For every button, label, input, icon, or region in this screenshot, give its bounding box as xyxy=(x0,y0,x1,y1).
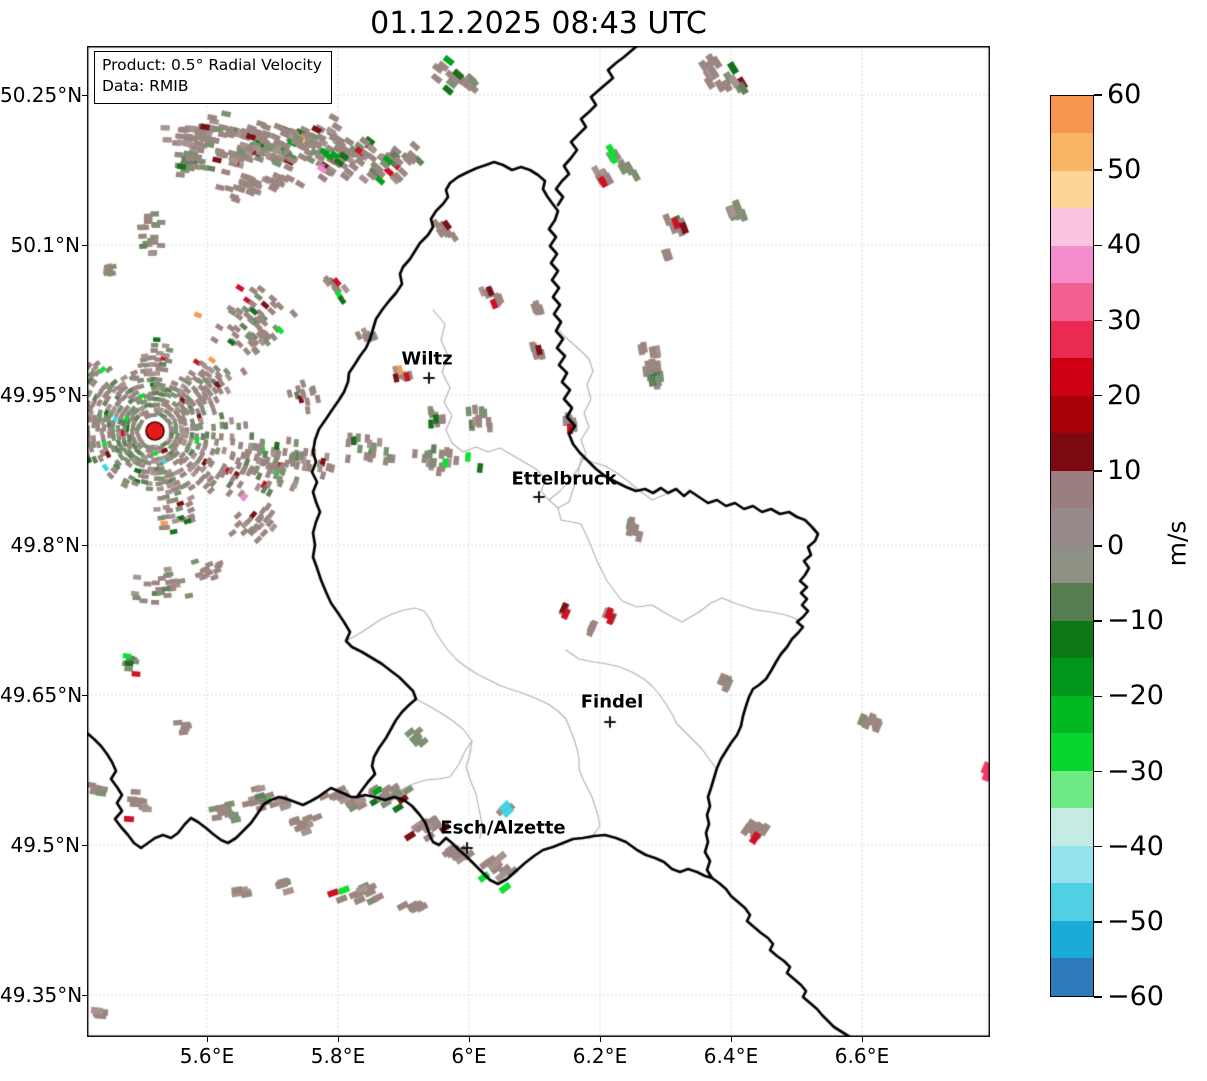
colorbar-tick-mark xyxy=(1094,94,1102,96)
lon-tick-mark xyxy=(468,1037,470,1042)
colorbar-band xyxy=(1051,133,1093,171)
lat-tick-mark xyxy=(82,244,87,246)
lon-tick-label: 6.4°E xyxy=(703,1044,759,1068)
lon-tick-mark xyxy=(599,1037,601,1042)
city-label-esch-alzette: Esch/Alzette xyxy=(440,817,566,839)
lat-tick-mark xyxy=(82,844,87,846)
colorbar-tick-mark xyxy=(1094,319,1102,322)
colorbar-tick-label: −50 xyxy=(1107,905,1164,937)
velocity-colorbar xyxy=(1050,95,1094,997)
colorbar-band xyxy=(1051,395,1093,434)
colorbar-band xyxy=(1051,358,1093,396)
colorbar-tick-label: −40 xyxy=(1107,830,1164,862)
lat-tick-label: 50.1°N xyxy=(10,233,81,257)
lon-tick-label: 5.8°E xyxy=(310,1044,366,1068)
colorbar-tick-label: −30 xyxy=(1107,755,1164,787)
colorbar-band xyxy=(1051,320,1093,359)
lat-tick-label: 49.35°N xyxy=(0,983,83,1007)
colorbar-band xyxy=(1051,733,1093,771)
colorbar-tick-label: 50 xyxy=(1107,154,1142,186)
lat-tick-label: 49.5°N xyxy=(10,833,81,857)
page-title: 01.12.2025 08:43 UTC xyxy=(370,6,707,41)
colorbar-tick-label: −20 xyxy=(1107,680,1164,712)
colorbar-band xyxy=(1051,245,1093,284)
city-label-findel: Findel xyxy=(580,691,644,713)
colorbar-tick-label: 60 xyxy=(1107,79,1142,110)
colorbar-tick-mark xyxy=(1094,845,1102,848)
colorbar-band xyxy=(1051,658,1093,696)
colorbar-band xyxy=(1051,508,1093,546)
colorbar-tick-label: 40 xyxy=(1107,229,1142,261)
colorbar-band xyxy=(1051,695,1093,734)
lon-tick-label: 6.6°E xyxy=(834,1044,890,1068)
lon-tick-mark xyxy=(206,1037,208,1042)
colorbar-tick-label: −60 xyxy=(1107,981,1164,1012)
colorbar-band xyxy=(1051,283,1093,321)
colorbar-tick-mark xyxy=(1094,770,1102,773)
colorbar-band xyxy=(1051,808,1093,846)
lat-tick-mark xyxy=(82,94,87,96)
colorbar-tick-mark xyxy=(1094,695,1102,698)
lat-tick-mark xyxy=(82,544,87,546)
lon-tick-mark xyxy=(730,1037,732,1042)
colorbar-band xyxy=(1051,96,1093,134)
colorbar-unit-label: m/s xyxy=(1162,520,1192,567)
lat-tick-mark xyxy=(82,394,87,396)
colorbar-band xyxy=(1051,845,1093,884)
colorbar-band xyxy=(1051,208,1093,246)
product-info-box: Product: 0.5° Radial Velocity Data: RMIB xyxy=(94,51,332,104)
lon-tick-label: 5.6°E xyxy=(179,1044,235,1068)
colorbar-band xyxy=(1051,770,1093,809)
colorbar-tick-label: 20 xyxy=(1107,379,1142,411)
data-source-label: Data: RMIB xyxy=(102,77,189,96)
lon-tick-mark xyxy=(337,1037,339,1042)
lon-tick-label: 6°E xyxy=(451,1044,487,1068)
colorbar-band xyxy=(1051,958,1093,996)
colorbar-band xyxy=(1051,470,1093,509)
lat-tick-label: 49.8°N xyxy=(10,533,81,557)
colorbar-tick-mark xyxy=(1094,244,1102,247)
colorbar-tick-mark xyxy=(1094,921,1102,923)
lon-tick-label: 6.2°E xyxy=(572,1044,628,1068)
colorbar-tick-label: 30 xyxy=(1107,304,1142,336)
colorbar-band xyxy=(1051,583,1093,621)
lat-tick-label: 49.95°N xyxy=(0,383,83,407)
colorbar-tick-mark xyxy=(1094,996,1102,998)
colorbar-tick-mark xyxy=(1094,545,1102,547)
lat-tick-mark xyxy=(82,994,87,996)
colorbar-tick-label: −10 xyxy=(1107,605,1164,637)
colorbar-tick-label: 10 xyxy=(1107,454,1142,486)
radar-map-canvas xyxy=(87,46,990,1037)
lat-tick-mark xyxy=(82,694,87,696)
colorbar-band xyxy=(1051,883,1093,921)
lat-tick-label: 49.65°N xyxy=(0,683,83,707)
colorbar-band xyxy=(1051,170,1093,209)
city-label-wiltz: Wiltz xyxy=(401,348,453,370)
colorbar-tick-label: 0 xyxy=(1107,530,1125,561)
colorbar-tick-mark xyxy=(1094,169,1102,171)
colorbar-tick-mark xyxy=(1094,620,1102,622)
city-label-ettelbruck: Ettelbruck xyxy=(511,468,617,490)
lon-tick-mark xyxy=(861,1037,863,1042)
colorbar-band xyxy=(1051,920,1093,959)
colorbar-tick-mark xyxy=(1094,394,1102,397)
lat-tick-label: 50.25°N xyxy=(0,83,83,107)
colorbar-band xyxy=(1051,433,1093,471)
product-label: Product: 0.5° Radial Velocity xyxy=(102,56,322,74)
colorbar-tick-mark xyxy=(1094,470,1102,472)
colorbar-band xyxy=(1051,620,1093,659)
colorbar-band xyxy=(1051,545,1093,584)
